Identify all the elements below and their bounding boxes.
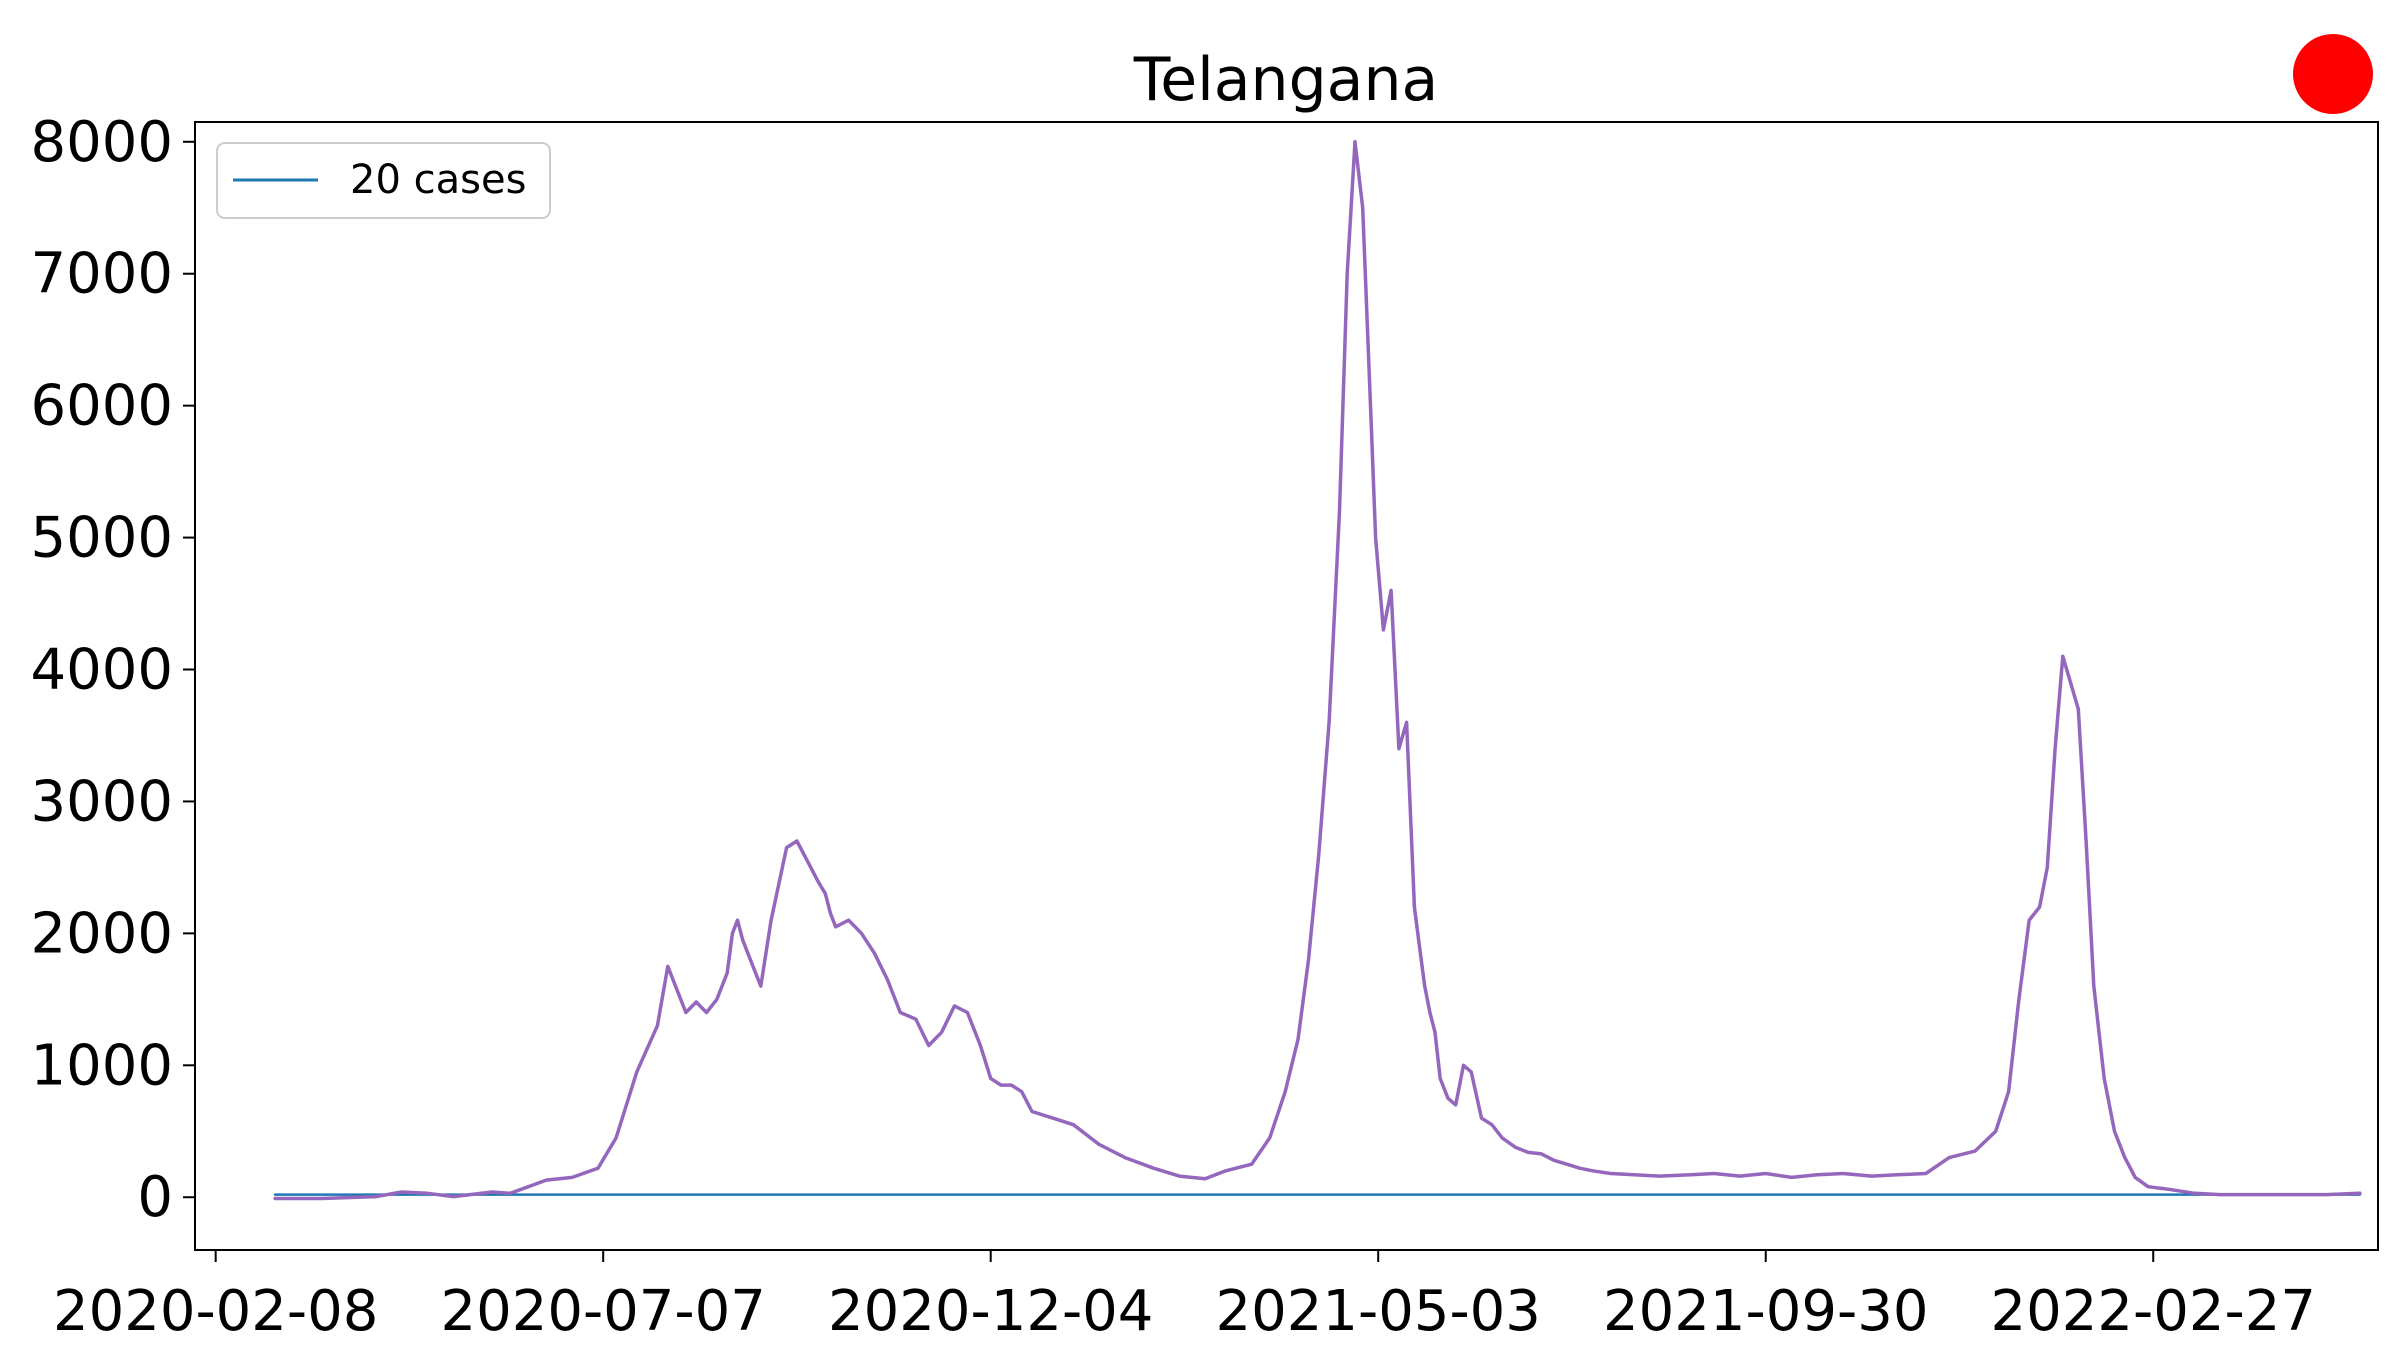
y-tick-label: 6000 [30,374,173,439]
x-tick-label: 2021-09-30 [1603,1279,1928,1344]
legend: 20 cases [216,142,551,219]
x-axis: 2020-02-08 2020-07-07 2020-12-04 2021-05-03… [53,1250,2316,1344]
x-tick-label: 2020-12-04 [828,1279,1153,1344]
plot-area [273,140,2362,1201]
x-tick-label: 2020-02-08 [53,1279,378,1344]
y-tick-label: 8000 [30,110,173,175]
daily-cases-line [273,140,2362,1201]
y-axis: 0 1000 2000 3000 4000 5000 6000 7000 8000 [30,110,195,1230]
x-tick-label: 2020-07-07 [440,1279,765,1344]
legend-box [216,142,551,219]
x-tick-label: 2022-02-27 [1991,1279,2316,1344]
y-tick-label: 5000 [30,506,173,571]
y-tick-label: 4000 [30,638,173,703]
red-dot-marker [2293,34,2373,114]
y-tick-label: 7000 [30,242,173,307]
axes-frame [194,121,2379,1251]
x-tick-label: 2021-05-03 [1215,1279,1540,1344]
legend-label: 20 cases [350,157,526,203]
y-tick-label: 1000 [30,1033,173,1098]
y-tick-label: 0 [137,1165,173,1230]
y-tick-label: 2000 [30,901,173,966]
chart-title: Telangana [1133,45,1438,115]
y-tick-label: 3000 [30,769,173,834]
